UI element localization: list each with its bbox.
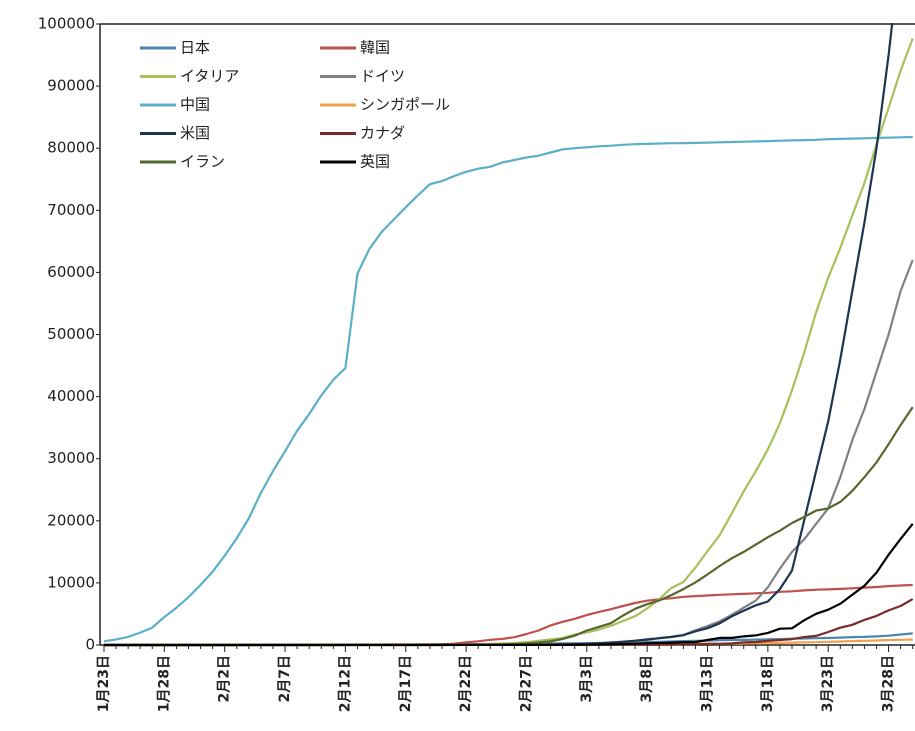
legend-label: シンガポール [360,96,450,114]
x-tick-label: 1月28日 [156,655,172,712]
y-tick-label: 30000 [47,449,95,467]
series-line [104,406,914,647]
y-tick-label: 20000 [47,511,95,529]
x-tick-label: 3月28日 [881,655,897,712]
series-line [104,259,914,647]
legend-label: 英国 [360,153,390,171]
legend-label: ドイツ [360,67,405,85]
x-tick-label: 1月23日 [96,655,112,712]
legend-label: 米国 [180,124,210,142]
y-tick-label: 0 [85,636,95,654]
legend-label: 中国 [180,96,210,114]
y-tick-label: 90000 [47,77,95,95]
y-tick-label: 10000 [47,573,95,591]
y-tick-label: 50000 [47,325,95,343]
x-tick-label: 2月2日 [217,655,233,702]
y-tick-label: 70000 [47,201,95,219]
x-tick-label: 3月3日 [579,655,595,702]
y-tick-label: 40000 [47,387,95,405]
y-tick-label: 100000 [38,15,95,33]
y-tick-label: 60000 [47,263,95,281]
series-line [104,23,894,647]
y-tick-label: 80000 [47,139,95,157]
legend-label: 韓国 [360,39,390,57]
x-tick-label: 2月7日 [277,655,293,702]
legend-label: 日本 [180,39,210,57]
x-tick-label: 3月23日 [820,655,836,712]
x-tick-label: 3月13日 [700,655,716,712]
legend-label: カナダ [360,124,405,142]
plot-area [103,23,914,647]
x-tick-label: 3月8日 [639,655,655,702]
series-line [104,583,913,647]
x-tick-label: 2月22日 [458,655,474,712]
series-line [103,135,913,643]
x-tick-label: 2月17日 [398,655,414,712]
x-tick-label: 2月27日 [518,655,534,712]
legend-label: イラン [180,153,225,171]
x-tick-label: 3月18日 [760,655,776,712]
legend-label: イタリア [180,67,239,85]
x-tick-label: 2月12日 [337,655,353,712]
series-line [104,523,914,647]
